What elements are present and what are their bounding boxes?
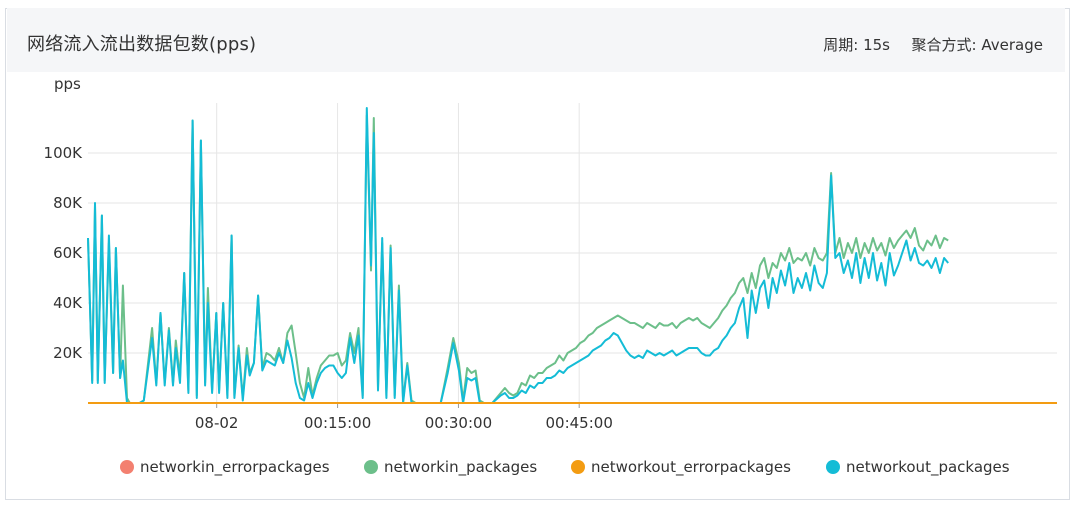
legend-label: networkout_errorpackages xyxy=(591,458,791,477)
chart-title: 网络流入流出数据包数(pps) xyxy=(27,34,257,55)
legend-label: networkout_packages xyxy=(846,458,1010,477)
y-axis-label: pps xyxy=(54,75,81,93)
series-line-networkout-packages xyxy=(87,107,949,404)
legend-marker xyxy=(571,460,585,474)
legend-item-networkout-errorpackages[interactable]: networkout_errorpackages xyxy=(571,458,791,477)
y-tick-label: 80K xyxy=(53,194,83,212)
chart-panel xyxy=(5,8,1070,500)
x-tick-label: 00:30:00 xyxy=(425,414,492,432)
legend-item-networkout-packages[interactable]: networkout_packages xyxy=(826,458,1010,477)
y-tick-label: 20K xyxy=(53,344,83,362)
period-label: 周期: xyxy=(823,36,859,54)
legend-item-networkin-errorpackages[interactable]: networkin_errorpackages xyxy=(120,458,330,477)
chart-meta: 周期: 15s 聚合方式: Average xyxy=(823,34,1043,55)
legend-label: networkin_packages xyxy=(384,458,537,477)
legend-item-networkin-packages[interactable]: networkin_packages xyxy=(364,458,537,477)
legend-marker xyxy=(120,460,134,474)
legend-marker xyxy=(364,460,378,474)
aggregation-label: 聚合方式: xyxy=(911,36,977,54)
y-tick-label: 40K xyxy=(53,294,83,312)
aggregation-value: Average xyxy=(981,36,1043,54)
legend-label: networkin_errorpackages xyxy=(140,458,330,477)
y-tick-label: 100K xyxy=(44,144,84,162)
x-tick-label: 08-02 xyxy=(195,414,239,432)
x-tick-label: 00:15:00 xyxy=(304,414,371,432)
legend-marker xyxy=(826,460,840,474)
panel-header: 网络流入流出数据包数(pps) 周期: 15s 聚合方式: Average xyxy=(7,8,1065,72)
y-tick-label: 60K xyxy=(53,244,83,262)
period-value: 15s xyxy=(863,36,890,54)
x-tick-label: 00:45:00 xyxy=(546,414,613,432)
